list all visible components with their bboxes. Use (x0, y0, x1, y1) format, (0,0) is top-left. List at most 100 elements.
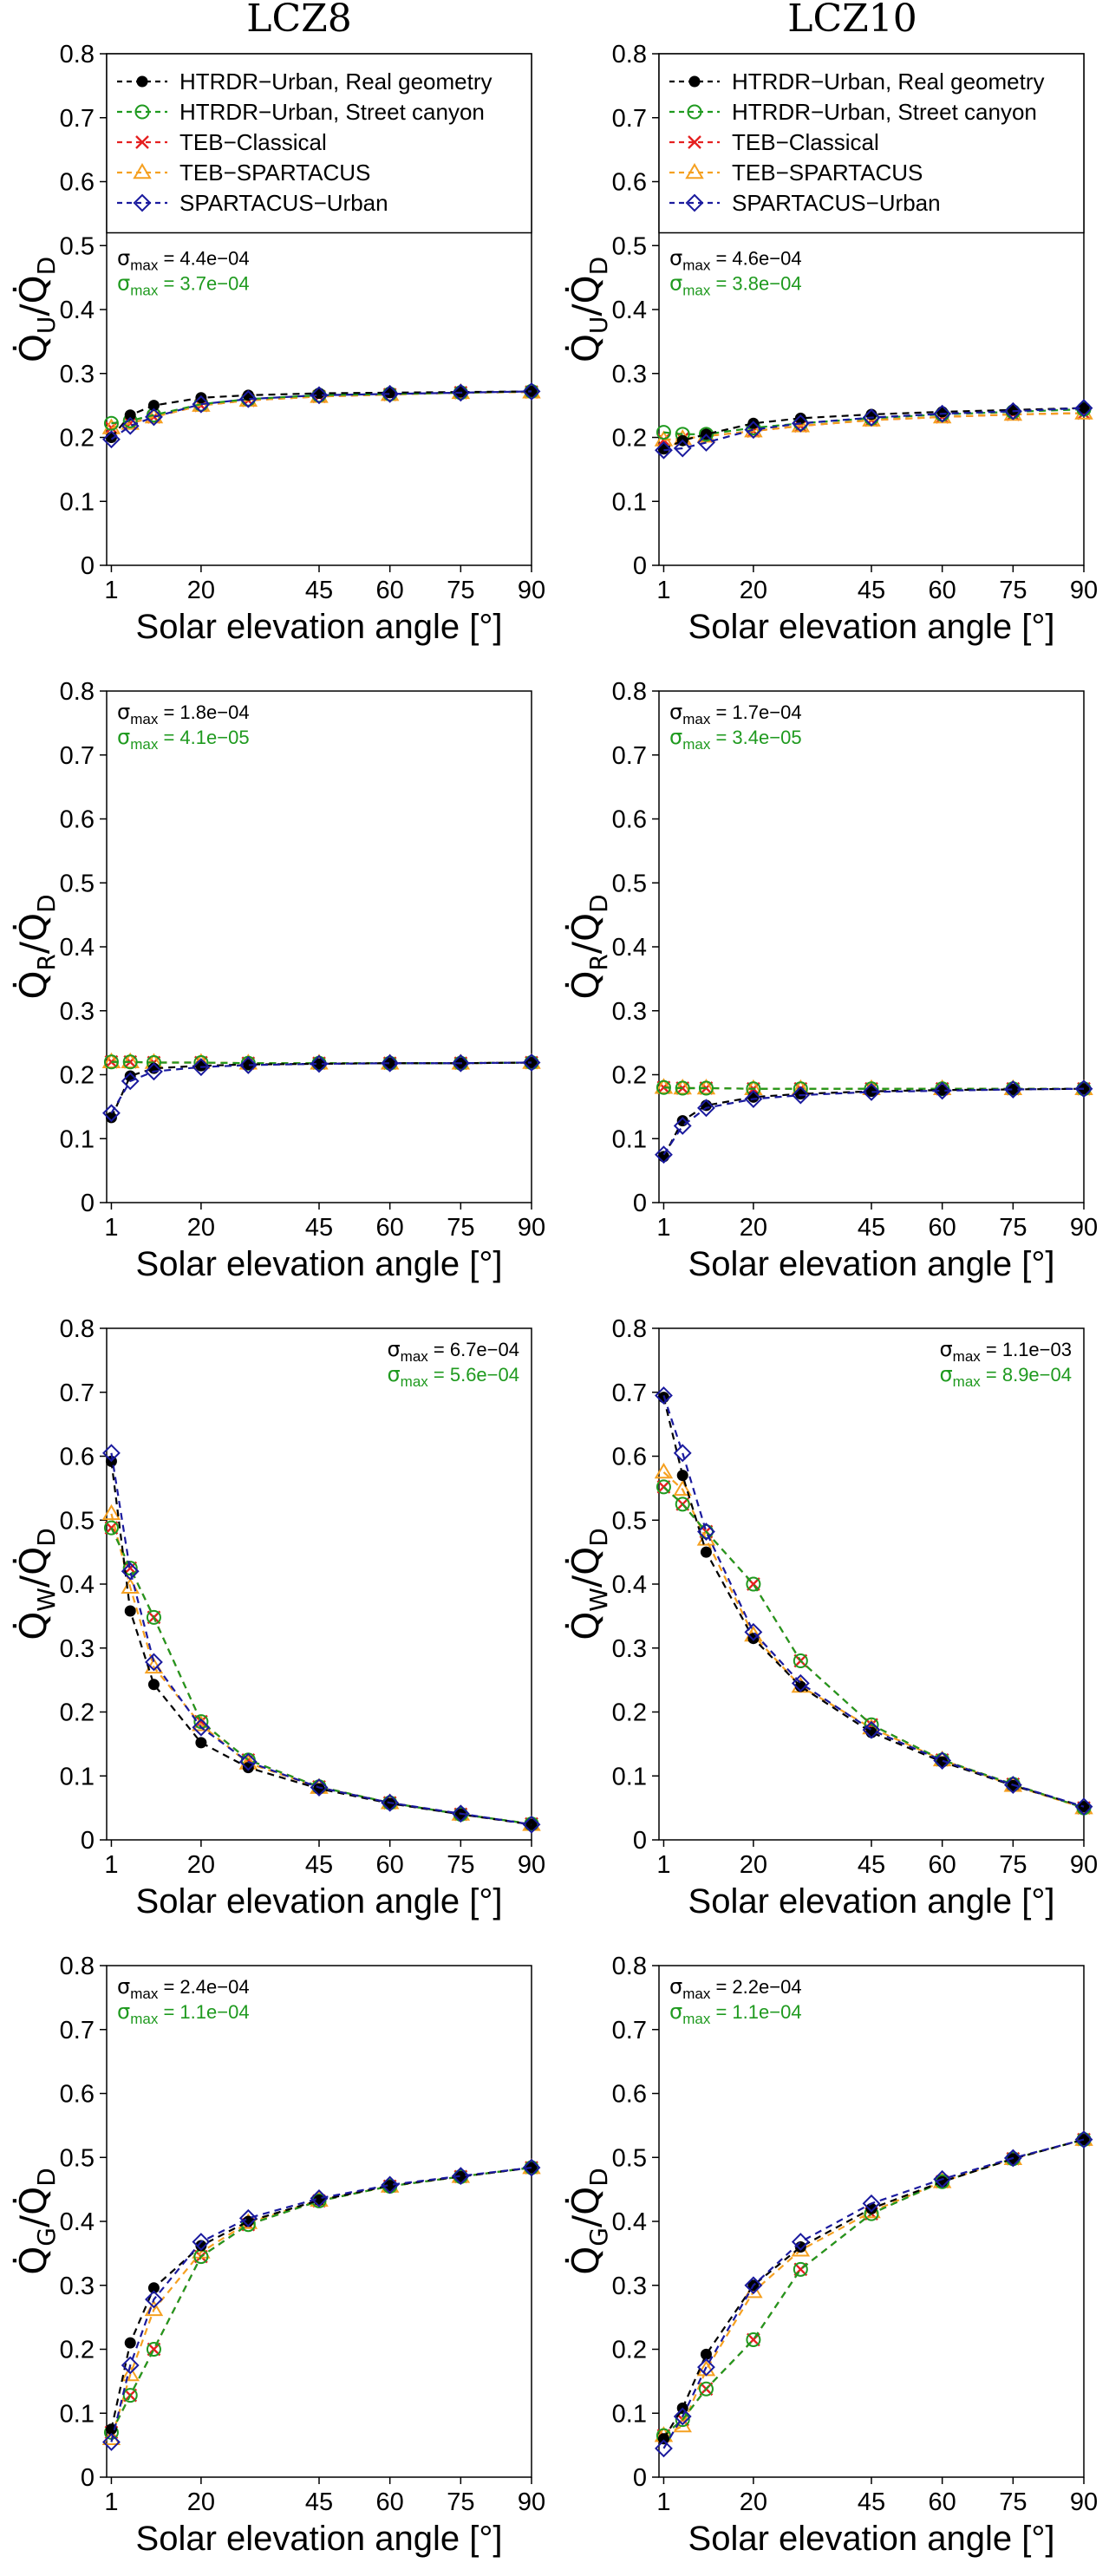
series-line (110, 1461, 532, 1826)
series-line (662, 1486, 1085, 1810)
data-point (242, 1059, 254, 1071)
data-point (121, 1562, 140, 1581)
data-point (656, 1479, 671, 1495)
y-tick-label: 0.1 (60, 2400, 95, 2428)
y-tick-label: 0.3 (60, 998, 95, 1026)
y-axis-title: Q̇G/Q̇D (564, 2168, 613, 2275)
data-point (697, 1099, 715, 1118)
data-point (862, 408, 881, 427)
y-tick-label: 0.6 (60, 806, 95, 834)
data-point (238, 1056, 258, 1074)
series-line (662, 1087, 1085, 1158)
data-point (791, 1086, 810, 1105)
sigma-label: σmax = 3.8e−04 (669, 271, 802, 298)
series-line (662, 1395, 1085, 1808)
data-point (1074, 1797, 1093, 1816)
y-tick-label: 0.5 (612, 1507, 647, 1535)
data-point (121, 2356, 140, 2375)
data-point (313, 1058, 325, 1070)
data-point (865, 1086, 877, 1098)
legend-marker (136, 75, 148, 88)
x-tick-label: 60 (376, 577, 404, 604)
data-point (105, 1112, 117, 1124)
data-point (673, 1479, 692, 1497)
y-axis-title: Q̇R/Q̇D (12, 894, 61, 999)
data-point (744, 2276, 763, 2295)
y-tick-label: 0.3 (612, 2273, 647, 2300)
legend: HTRDR−Urban, Real geometry HTRDR−Urban, S… (106, 53, 532, 234)
x-tick-label: 75 (999, 2488, 1027, 2516)
data-point (522, 1053, 541, 1072)
data-point (675, 1080, 690, 1096)
series-line (110, 1061, 532, 1118)
data-point (384, 1057, 396, 1069)
data-point (451, 383, 470, 402)
y-tick-label: 0.6 (60, 1444, 95, 1471)
x-axis-title: Solar elevation angle [°] (136, 608, 503, 646)
data-point (1003, 1776, 1022, 1794)
x-tick-label: 90 (518, 577, 545, 604)
legend-label: TEB−SPARTACUS (179, 160, 370, 186)
y-tick-label: 0.4 (60, 2208, 95, 2236)
x-tick-label: 20 (740, 2488, 767, 2516)
data-point (124, 1605, 136, 1617)
data-point (676, 1115, 688, 1127)
data-point (121, 1052, 140, 1069)
data-point (121, 1072, 140, 1091)
x-tick-label: 60 (376, 1851, 404, 1879)
y-tick-label: 0.1 (60, 1125, 95, 1153)
data-point (744, 421, 763, 440)
y-tick-label: 0.2 (612, 2337, 647, 2364)
x-tick-label: 20 (740, 577, 767, 604)
x-tick-label: 90 (518, 1214, 545, 1242)
data-point (791, 2233, 810, 2252)
y-tick-label: 0.3 (60, 1635, 95, 1663)
data-point (655, 1145, 673, 1164)
data-point (1074, 2130, 1093, 2149)
data-point (522, 382, 541, 401)
y-tick-label: 0.4 (612, 934, 647, 962)
y-tick-label: 0.8 (60, 1315, 95, 1343)
data-point (384, 2180, 396, 2192)
x-tick-label: 90 (1070, 1214, 1098, 1242)
data-point (673, 439, 692, 458)
data-point (862, 1082, 881, 1101)
plot-frame (106, 690, 532, 1203)
x-tick-label: 20 (740, 1214, 767, 1242)
x-tick-label: 75 (999, 1851, 1027, 1879)
x-tick-label: 20 (740, 1851, 767, 1879)
x-tick-label: 90 (518, 2488, 545, 2516)
y-tick-label: 0.2 (612, 425, 647, 453)
y-tick-label: 0.4 (60, 934, 95, 962)
data-point (747, 1633, 760, 1645)
series-line (110, 390, 532, 440)
y-tick-label: 0.6 (612, 169, 647, 197)
y-tick-label: 0.8 (60, 1953, 95, 1980)
legend-label: HTRDR−Urban, Real geometry (179, 68, 493, 95)
panel-lcz8-row0: 0 0.1 0.2 0.3 0.4 0.5 0.6 0.7 0.8 1 20 45 60 75 90 Sola… (12, 41, 545, 646)
sigma-label: σmax = 1.1e−04 (117, 1999, 250, 2027)
data-point (382, 1795, 398, 1810)
y-tick-label: 0.7 (60, 742, 95, 770)
series-line (662, 1471, 1085, 1810)
data-point (700, 1099, 712, 1112)
y-tick-label: 0.6 (612, 1444, 647, 1471)
data-point (147, 400, 160, 412)
y-axis-title: Q̇U/Q̇D (12, 257, 61, 362)
y-axis-title: Q̇R/Q̇D (564, 894, 613, 999)
data-point (862, 1720, 881, 1739)
sigma-label: σmax = 6.7e−04 (387, 1337, 519, 1365)
data-point (1007, 1083, 1019, 1095)
x-tick-label: 1 (656, 577, 670, 604)
y-tick-label: 0.5 (612, 870, 647, 897)
series-line (662, 2138, 1085, 2436)
data-point (192, 1058, 211, 1077)
y-tick-label: 0.5 (60, 1507, 95, 1535)
data-point (933, 404, 952, 423)
data-point (101, 1503, 121, 1521)
x-tick-label: 75 (447, 577, 474, 604)
data-point (121, 2365, 140, 2382)
data-point (195, 392, 207, 404)
column-title-lcz10: LCZ10 (787, 0, 917, 41)
x-tick-label: 60 (929, 1214, 956, 1242)
